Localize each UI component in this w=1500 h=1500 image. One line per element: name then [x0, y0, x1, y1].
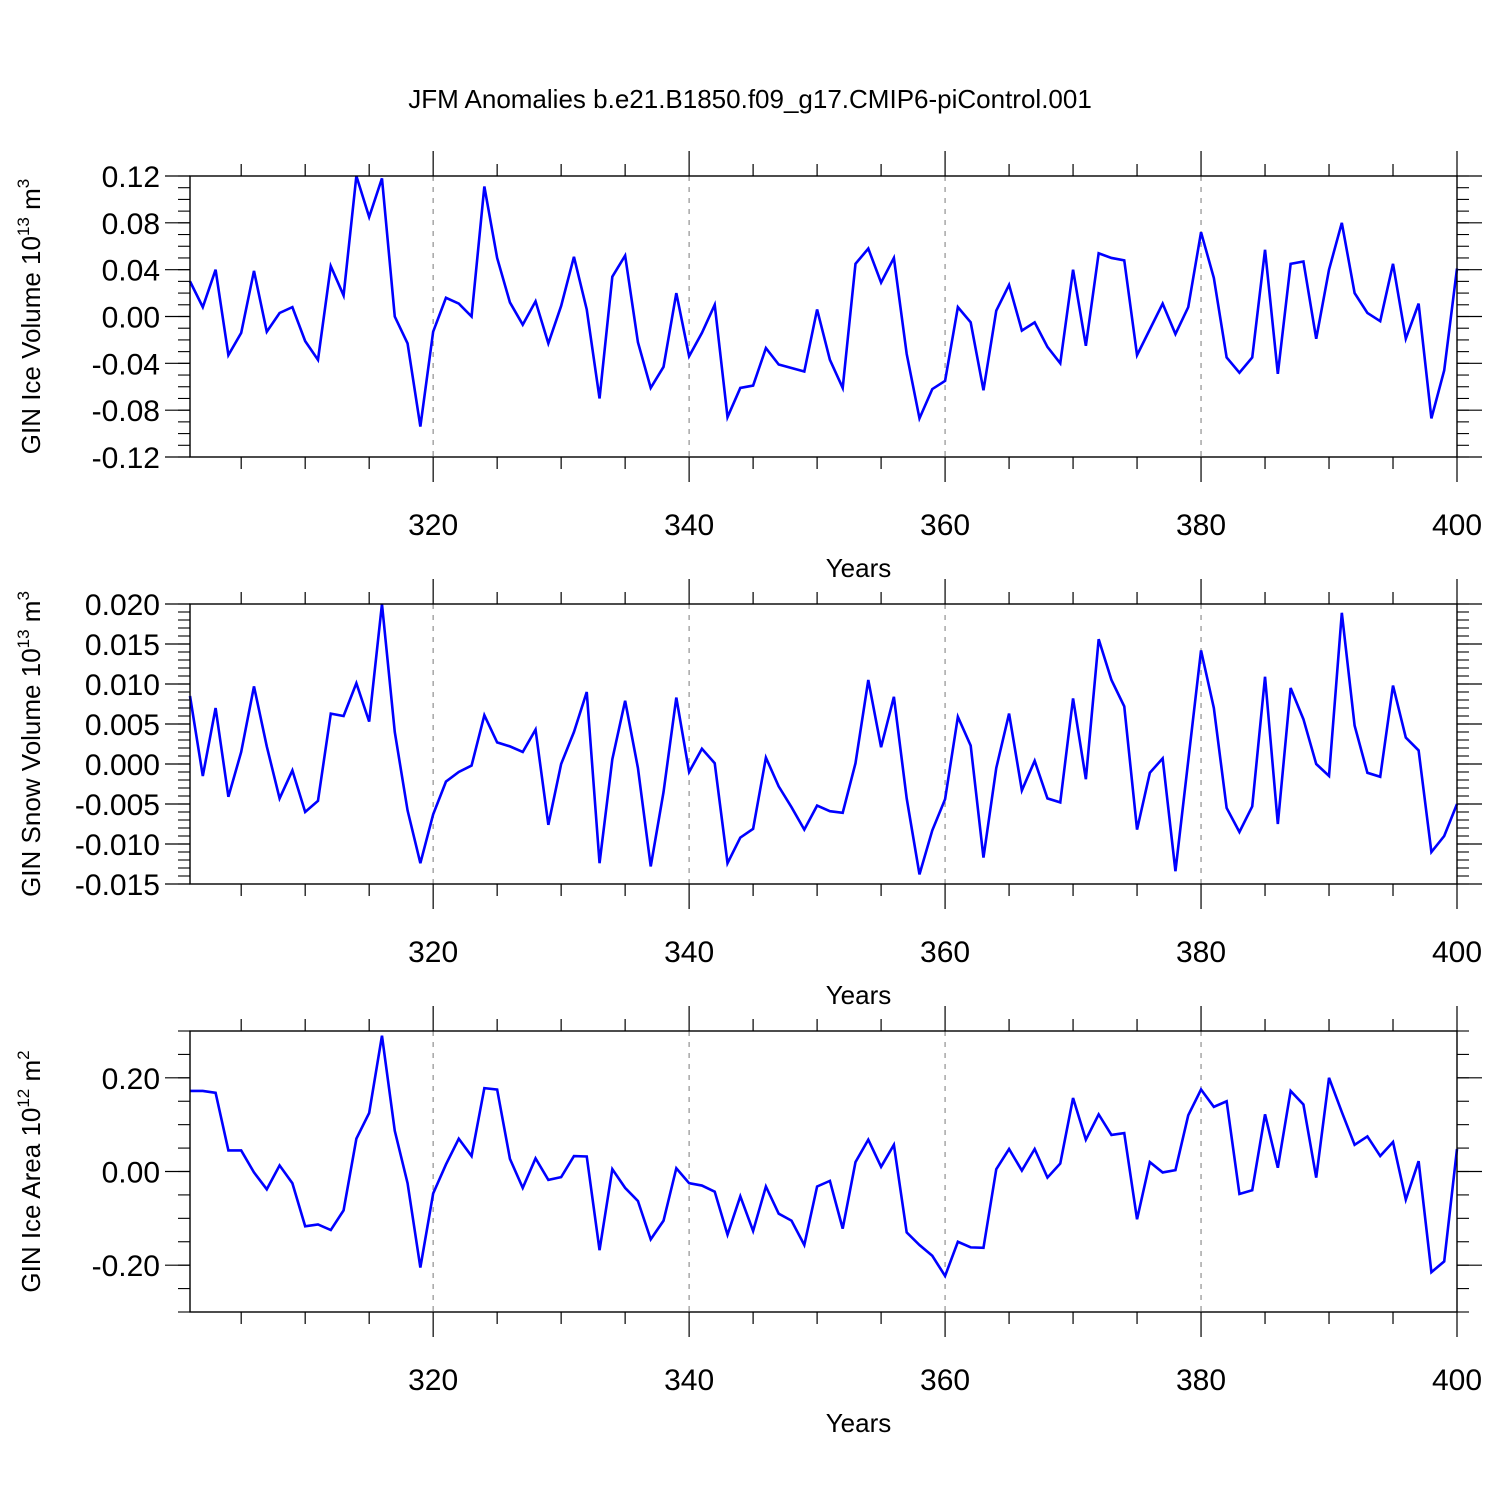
- y-tick-label: -0.015: [75, 869, 160, 902]
- plot-frame: [189, 175, 1458, 458]
- y-tick-label: 0.010: [85, 669, 160, 702]
- plot-frame: [189, 603, 1458, 885]
- y-tick-label: 0.08: [102, 208, 160, 241]
- y-tick-label: 0.12: [102, 161, 160, 194]
- series-line: [190, 1035, 1459, 1279]
- panel-ice-volume: -0.12 -0.08 -0.04 0.00 0.04 0.08 0.12 320 340 360…: [14, 151, 1482, 583]
- y-tick-label: 0.020: [85, 589, 160, 622]
- y-axis-label: GIN Snow Volume 1013 m3: [14, 591, 46, 897]
- y-axis-label-exponent: 3: [14, 179, 33, 188]
- y-tick-label: -0.20: [92, 1250, 160, 1283]
- x-tick-label: 400: [1432, 936, 1482, 969]
- x-tick-label: 320: [408, 936, 458, 969]
- y-tick-label: 0.005: [85, 709, 160, 742]
- y-axis-label-exponent: 12: [14, 1089, 33, 1108]
- y-axis-label-text: m: [16, 1060, 46, 1089]
- x-tick-label: 340: [664, 936, 714, 969]
- y-tick-label: 0.000: [85, 749, 160, 782]
- y-axis-label-exponent: 13: [14, 217, 33, 236]
- x-tick-label: 380: [1176, 1364, 1226, 1397]
- y-axis-label-text: GIN Ice Area 10: [16, 1108, 46, 1293]
- x-tick-label: 400: [1432, 509, 1482, 542]
- y-axis-label-exponent: 2: [14, 1050, 33, 1059]
- x-tick-label: 380: [1176, 509, 1226, 542]
- x-tick-label: 360: [920, 1364, 970, 1397]
- x-tick-label: 400: [1432, 1364, 1482, 1397]
- y-tick-label: -0.12: [92, 442, 160, 475]
- panel-snow-volume: -0.015 -0.010 -0.005 0.000 0.005 0.010 0.015 0.…: [14, 579, 1482, 1010]
- y-axis-label-text: GIN Snow Volume 10: [16, 648, 46, 897]
- y-axis-label-text: GIN Ice Volume 10: [16, 236, 46, 454]
- x-tick-label: 320: [408, 509, 458, 542]
- x-axis-label: Years: [826, 553, 892, 583]
- panel-ice-area: -0.20 0.00 0.20 320 340 360 380 400 Years GIN Ice…: [14, 1006, 1482, 1438]
- y-tick-label: -0.08: [92, 395, 160, 428]
- series-line: [188, 175, 1459, 427]
- y-tick-label: -0.010: [75, 829, 160, 862]
- x-tick-label: 380: [1176, 936, 1226, 969]
- y-axis-label-exponent: 3: [14, 591, 33, 600]
- y-axis-label-text: m: [16, 601, 46, 630]
- y-axis-label-exponent: 13: [14, 629, 33, 648]
- y-axis-label-text: m: [16, 188, 46, 217]
- y-axis-label: GIN Ice Volume 1013 m3: [14, 179, 46, 455]
- y-tick-label: -0.005: [75, 789, 160, 822]
- x-tick-label: 360: [920, 936, 970, 969]
- x-tick-label: 340: [664, 1364, 714, 1397]
- series-line: [188, 603, 1459, 875]
- figure-title: JFM Anomalies b.e21.B1850.f09_g17.CMIP6-…: [408, 84, 1092, 114]
- x-tick-label: 320: [408, 1364, 458, 1397]
- x-axis-label: Years: [826, 1408, 892, 1438]
- y-axis-label: GIN Ice Area 1012 m2: [14, 1050, 46, 1292]
- y-tick-label: 0.00: [102, 1157, 160, 1190]
- y-tick-label: 0.015: [85, 629, 160, 662]
- x-tick-label: 340: [664, 509, 714, 542]
- plot-frame: [189, 1030, 1458, 1313]
- y-tick-label: 0.00: [102, 302, 160, 335]
- x-axis-label: Years: [826, 980, 892, 1010]
- y-tick-label: -0.04: [92, 348, 160, 381]
- y-tick-label: 0.04: [102, 255, 160, 288]
- y-tick-label: 0.20: [102, 1063, 160, 1096]
- x-tick-label: 360: [920, 509, 970, 542]
